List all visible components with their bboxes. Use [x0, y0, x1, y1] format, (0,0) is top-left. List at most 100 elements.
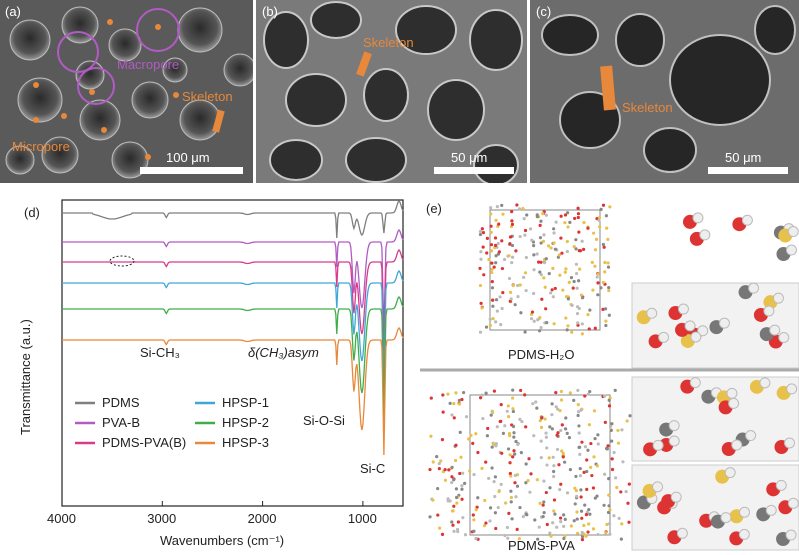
- atom: [538, 236, 543, 240]
- atom: [539, 260, 543, 264]
- atom: [552, 509, 556, 513]
- atom: [596, 442, 600, 446]
- atom: [538, 270, 542, 274]
- atom: [566, 324, 570, 328]
- atom: [540, 297, 544, 301]
- atom: [510, 517, 514, 521]
- atom: [462, 390, 466, 395]
- atom: [544, 213, 548, 217]
- y-axis-label: Transmittance (a.u.): [18, 319, 33, 435]
- atom: [511, 283, 515, 288]
- atom: [562, 524, 566, 528]
- atom: [539, 325, 543, 330]
- atom: [579, 488, 583, 492]
- atom: [483, 498, 487, 503]
- atom: [583, 445, 588, 449]
- atom: [539, 425, 544, 429]
- atom: [593, 437, 597, 441]
- atom: [511, 455, 515, 459]
- atom: [589, 465, 593, 469]
- atom: [578, 474, 583, 478]
- atom: [494, 298, 499, 302]
- atom: [560, 449, 564, 453]
- atom: [570, 303, 574, 307]
- panel-label-a: (a): [5, 4, 21, 19]
- atom: [517, 207, 522, 211]
- atom: [468, 469, 472, 473]
- zoom-atom: [658, 331, 670, 343]
- atom: [544, 431, 548, 435]
- atom: [450, 413, 454, 417]
- atom: [491, 298, 495, 302]
- atom: [593, 248, 598, 252]
- atom: [521, 206, 525, 211]
- atom: [551, 455, 555, 459]
- atom: [541, 503, 545, 507]
- atom: [507, 511, 511, 516]
- atom: [516, 442, 520, 447]
- atom: [518, 234, 522, 239]
- atom: [478, 396, 483, 400]
- atom: [454, 391, 458, 395]
- atom: [508, 471, 512, 476]
- zoom-atom: [772, 292, 784, 304]
- atom: [474, 536, 478, 541]
- atom: [576, 215, 580, 220]
- atom: [625, 419, 629, 423]
- annotation-si-c: Si-C: [360, 461, 385, 476]
- atom: [572, 279, 576, 284]
- legend-label: PDMS-PVA(B): [102, 435, 186, 450]
- series-line-hpsp-1: [62, 269, 404, 389]
- annotation-si-o-si: Si-O-Si: [303, 413, 345, 428]
- atom: [607, 285, 611, 290]
- atom: [523, 233, 527, 237]
- atom: [545, 522, 549, 527]
- atom: [511, 407, 515, 411]
- atom: [494, 444, 498, 448]
- atom: [599, 207, 603, 211]
- atom: [558, 516, 563, 520]
- atom: [566, 211, 570, 215]
- atom: [492, 389, 496, 393]
- atom: [532, 434, 536, 438]
- atom: [503, 424, 507, 428]
- atom: [503, 533, 507, 538]
- atom: [436, 486, 440, 491]
- atom: [601, 280, 605, 285]
- atom: [563, 270, 567, 274]
- atom: [508, 461, 512, 465]
- atom: [527, 457, 531, 461]
- sem-image-c: (c) Skeleton 50 μm: [530, 0, 799, 183]
- atom: [627, 520, 631, 524]
- atom: [563, 221, 567, 225]
- atom: [428, 515, 432, 519]
- atom: [452, 478, 456, 482]
- atom: [616, 428, 620, 433]
- atom: [580, 530, 584, 535]
- atom: [493, 511, 497, 515]
- atom: [577, 230, 581, 234]
- atom: [550, 427, 554, 431]
- atom: [607, 477, 611, 481]
- atom: [454, 495, 459, 500]
- atom: [605, 522, 609, 527]
- zoom-atom: [724, 467, 736, 479]
- atom: [609, 428, 613, 433]
- atom: [509, 500, 513, 504]
- atom: [519, 388, 523, 393]
- atom: [608, 508, 612, 512]
- atom: [571, 286, 575, 290]
- atom: [448, 401, 452, 405]
- atom: [575, 271, 579, 276]
- atom: [539, 273, 543, 277]
- atom: [565, 249, 569, 254]
- zoom-atom: [745, 430, 757, 442]
- atom: [507, 276, 512, 281]
- atom: [545, 463, 549, 467]
- atom: [440, 438, 445, 442]
- atom: [579, 293, 584, 297]
- atom: [456, 520, 461, 524]
- sem-texture-c: [530, 0, 799, 183]
- atom: [586, 448, 590, 452]
- atom: [549, 534, 553, 538]
